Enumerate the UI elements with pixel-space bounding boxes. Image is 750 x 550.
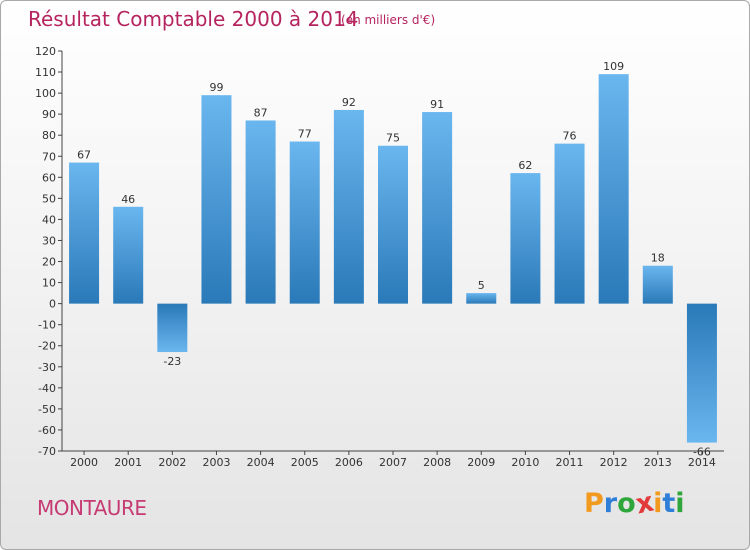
data-label: 109 (603, 60, 624, 73)
bar[interactable] (466, 293, 497, 304)
bar[interactable] (422, 112, 453, 304)
bar[interactable] (69, 162, 100, 304)
data-label: 77 (298, 128, 312, 141)
logo-letter: o (617, 488, 636, 519)
x-tick-label: 2011 (556, 456, 584, 469)
y-tick-label: 20 (42, 256, 56, 269)
chart-unit: (en milliers d'€) (341, 13, 436, 27)
y-tick-label: 30 (42, 234, 56, 247)
x-tick-label: 2007 (379, 456, 407, 469)
chart-title: Résultat Comptable 2000 à 2014 (28, 7, 359, 31)
x-tick-label: 2014 (688, 456, 716, 469)
y-tick-label: -60 (38, 424, 56, 437)
x-tick-label: 2009 (467, 456, 495, 469)
y-tick-label: 110 (35, 66, 56, 79)
y-tick-label: 80 (42, 129, 56, 142)
y-tick-label: -20 (38, 340, 56, 353)
bar[interactable] (113, 206, 144, 304)
y-tick-label: 40 (42, 213, 56, 226)
y-tick-label: 60 (42, 171, 56, 184)
logo-letter: t (662, 488, 676, 519)
x-tick-label: 2003 (202, 456, 230, 469)
logo-letter: i (653, 488, 663, 519)
y-tick-label: 90 (42, 108, 56, 121)
data-label: 75 (386, 132, 400, 145)
proxiti-logo[interactable]: Proxiti (584, 487, 685, 521)
y-tick-label: 100 (35, 87, 56, 100)
data-label: 18 (651, 252, 665, 265)
data-label: 62 (518, 159, 532, 172)
commune-name: MONTAURE (37, 496, 147, 520)
bar[interactable] (157, 303, 188, 353)
data-label: 87 (254, 106, 268, 119)
bar[interactable] (201, 95, 232, 304)
axes: 1201101009080706050403020100-10-20-30-40… (35, 45, 724, 469)
logo-letter: P (584, 488, 604, 519)
x-tick-label: 2002 (158, 456, 186, 469)
bars-group (69, 74, 717, 443)
x-tick-label: 2008 (423, 456, 451, 469)
x-tick-label: 2001 (114, 456, 142, 469)
logo-letter: r (603, 488, 618, 519)
y-tick-label: -40 (38, 382, 56, 395)
bar[interactable] (245, 120, 276, 304)
data-labels-group: 67 46 -23 99 87 77 92 75 91 5 62 76 109 18 -66 (77, 60, 711, 458)
x-tick-label: 2005 (291, 456, 319, 469)
bar[interactable] (289, 141, 320, 304)
x-tick-label: 2000 (70, 456, 98, 469)
bar[interactable] (378, 145, 408, 304)
x-tick-label: 2010 (511, 456, 539, 469)
x-tick-label: 2013 (644, 456, 672, 469)
y-tick-label: -50 (38, 403, 56, 416)
y-tick-label: 0 (49, 298, 56, 311)
y-tick-label: 120 (35, 45, 56, 58)
y-tick-label: 50 (42, 192, 56, 205)
data-label: 46 (121, 193, 135, 206)
data-label: 92 (342, 96, 356, 109)
data-label: 99 (209, 81, 223, 94)
y-tick-label: -70 (38, 445, 56, 458)
data-label: -66 (693, 446, 711, 459)
y-tick-label: 70 (42, 150, 56, 163)
x-tick-label: 2006 (335, 456, 363, 469)
y-tick-label: 10 (42, 277, 56, 290)
data-label: 76 (563, 130, 577, 143)
bar[interactable] (642, 265, 673, 304)
x-tick-label: 2004 (247, 456, 275, 469)
bar[interactable] (510, 173, 541, 304)
y-tick-label: -30 (38, 361, 56, 374)
logo-letter: i (675, 488, 685, 519)
data-label: 5 (478, 279, 485, 292)
data-label: 91 (430, 98, 444, 111)
y-tick-label: -10 (38, 319, 56, 332)
data-label: -23 (163, 355, 181, 368)
data-label: 67 (77, 149, 91, 162)
bar[interactable] (598, 74, 629, 304)
x-tick-label: 2012 (600, 456, 628, 469)
bar[interactable] (554, 143, 585, 304)
bar[interactable] (333, 109, 364, 304)
bar[interactable] (686, 303, 717, 443)
